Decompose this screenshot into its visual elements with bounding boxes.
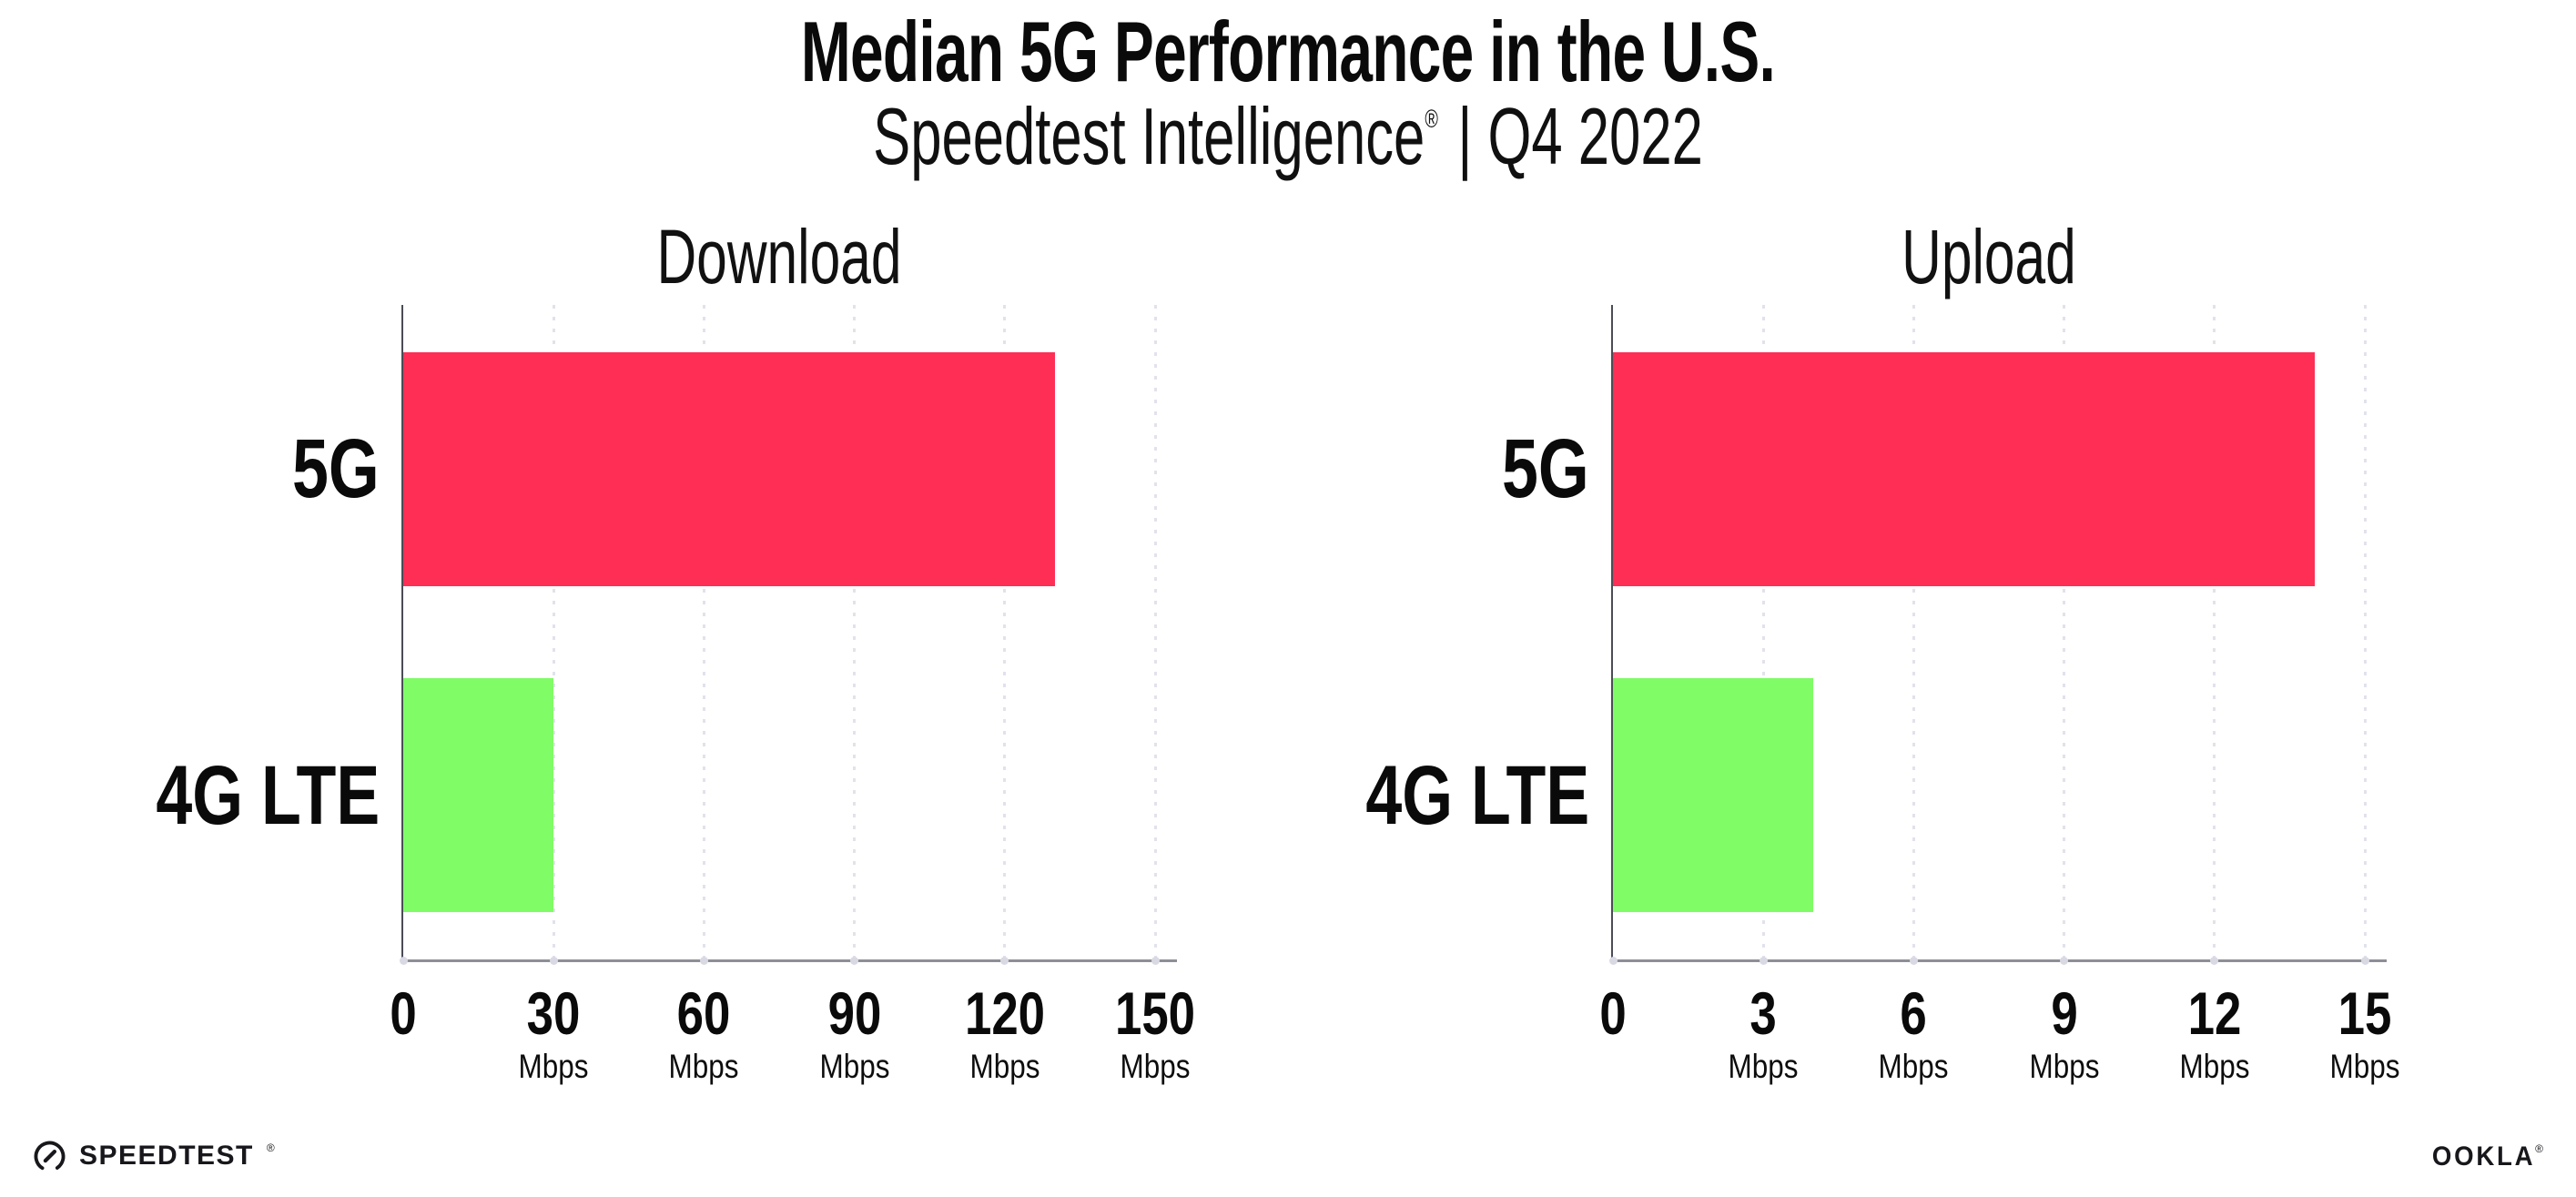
gridline-9	[2063, 305, 2066, 959]
axis-tick-number-3: 3	[1749, 979, 1777, 1047]
ookla-wordmark: OOKLA	[2431, 1141, 2536, 1172]
registered-trademark-symbol: ®	[1425, 104, 1438, 133]
bar-5g	[1613, 352, 2315, 586]
subtitle-brand: Speedtest Intelligence	[873, 91, 1425, 181]
gridline-12	[2213, 305, 2216, 959]
axis-tick-unit-30: Mbps	[518, 1048, 589, 1085]
speedtest-logo: SPEEDTEST ®	[33, 1140, 275, 1172]
axis-tick-dot-9	[2060, 957, 2069, 965]
bar-4g-lte	[403, 678, 554, 912]
axis-tick-number-30: 30	[526, 979, 581, 1047]
upload-chart-title: Upload	[1902, 214, 2076, 299]
category-label-5g: 5G	[292, 422, 380, 515]
axis-tick-unit-3: Mbps	[1728, 1048, 1799, 1085]
axis-tick-unit-90: Mbps	[819, 1048, 890, 1085]
axis-tick-unit-12: Mbps	[2179, 1048, 2250, 1085]
axis-tick-dot-150	[1151, 957, 1160, 965]
axis-tick-dot-12	[2210, 957, 2219, 965]
speedtest-registered-symbol: ®	[266, 1141, 275, 1154]
gridline-90	[853, 305, 857, 959]
page-title: Median 5G Performance in the U.S.	[800, 4, 1776, 99]
axis-tick-number-150: 150	[1114, 979, 1196, 1047]
axis-tick-number-0: 0	[1599, 979, 1627, 1047]
axis-tick-number-15: 15	[2338, 979, 2392, 1047]
axis-tick-number-12: 12	[2187, 979, 2242, 1047]
axis-tick-number-60: 60	[677, 979, 731, 1047]
gridline-60	[702, 305, 705, 959]
axis-tick-dot-90	[850, 957, 859, 965]
speedometer-gauge-icon	[34, 1141, 66, 1172]
gridline-30	[552, 305, 555, 959]
gridline-15	[2363, 305, 2367, 959]
axis-tick-number-120: 120	[964, 979, 1045, 1047]
axis-tick-unit-60: Mbps	[668, 1048, 739, 1085]
subtitle-period: | Q4 2022	[1457, 91, 1703, 181]
axis-tick-dot-3	[1759, 957, 1768, 965]
axis-tick-unit-120: Mbps	[969, 1048, 1040, 1085]
category-label-4g-lte: 4G LTE	[1365, 749, 1589, 842]
upload-plot-area: 0 3 Mbps 6 Mbps 9 Mbps 12 Mbps 15 Mbps 5G 4G LTE	[1365, 305, 2399, 1083]
axis-tick-unit-9: Mbps	[2029, 1048, 2100, 1085]
gridline-150	[1153, 305, 1157, 959]
axis-tick-number-0: 0	[390, 979, 417, 1047]
axis-tick-number-6: 6	[1900, 979, 1928, 1047]
axis-tick-dot-0	[1608, 957, 1618, 965]
axis-tick-unit-150: Mbps	[1120, 1048, 1191, 1085]
bar-4g-lte	[1613, 678, 1814, 912]
axis-tick-dot-0	[399, 957, 408, 965]
axis-tick-dot-15	[2360, 957, 2369, 965]
axis-tick-dot-60	[699, 957, 708, 965]
speedtest-wordmark: SPEEDTEST	[79, 1141, 254, 1171]
axis-tick-dot-120	[1000, 957, 1009, 965]
axis-tick-dot-6	[1909, 957, 1918, 965]
page-subtitle: Speedtest Intelligence® | Q4 2022	[387, 96, 2190, 177]
download-plot-area: 0 30 Mbps 60 Mbps 90 Mbps 120 Mbps 150 Mbps 5G 4G LT…	[156, 305, 1195, 1083]
ookla-registered-symbol: ®	[2535, 1142, 2543, 1155]
category-label-5g: 5G	[1502, 422, 1589, 515]
bar-5g	[403, 352, 1055, 586]
axis-tick-number-90: 90	[827, 979, 881, 1047]
gridline-120	[1003, 305, 1007, 959]
download-chart-title: Download	[656, 214, 902, 299]
axis-tick-unit-6: Mbps	[1878, 1048, 1949, 1085]
axis-tick-number-9: 9	[2050, 979, 2078, 1047]
ookla-logo: OOKLA ®	[2423, 1142, 2543, 1172]
gridline-6	[1912, 305, 1915, 959]
axis-tick-dot-30	[549, 957, 558, 965]
category-label-4g-lte: 4G LTE	[156, 749, 380, 842]
axis-tick-unit-15: Mbps	[2329, 1048, 2400, 1085]
gridline-3	[1761, 305, 1765, 959]
